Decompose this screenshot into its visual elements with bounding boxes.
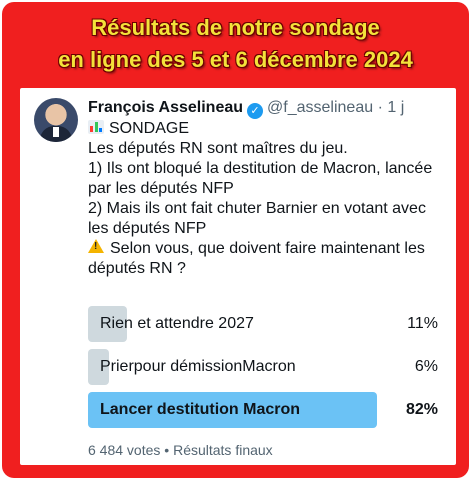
tweet-line-sondage: SONDAGE (88, 119, 448, 139)
poll-bar (88, 349, 110, 385)
poll-bar (88, 306, 127, 342)
poll-footer: 6 484 votes • Résultats finaux (88, 442, 273, 458)
avatar-collar (53, 127, 59, 137)
tweet-time[interactable]: 1 j (387, 99, 405, 116)
tweet-line-2: 1) Ils ont bloqué la destitution de Macr… (88, 160, 433, 197)
tweet-card: François Asselineau ✓ @f_asselineau · 1 j … (20, 88, 456, 465)
banner-line-2: en ligne des 5 et 6 décembre 2024 (58, 47, 413, 72)
avatar[interactable] (34, 98, 78, 142)
poll-footer-dot: • (164, 442, 170, 458)
author-handle[interactable]: @f_asselineau (267, 99, 374, 116)
warning-icon: ! (88, 239, 104, 253)
poll-option-label: Prierpour démissionMacron (100, 358, 296, 375)
poll: Rien et attendre 2027 11% Prierpour démi… (88, 306, 440, 435)
poll-option-label: Rien et attendre 2027 (100, 315, 254, 332)
bar-chart-icon (88, 120, 104, 134)
poll-option: Prierpour démissionMacron 6% (88, 349, 440, 385)
tweet-line-1: Les députés RN sont maîtres du jeu. (88, 140, 348, 157)
poll-option-percent: 6% (414, 358, 438, 375)
poll-votes: 6 484 votes (88, 442, 161, 458)
poll-option-label: Lancer destitution Macron (100, 401, 301, 418)
banner-title: Résultats de notre sondage en ligne des … (2, 12, 469, 76)
tweet-line-3: 2) Mais ils ont fait chuter Barnier en v… (88, 200, 426, 237)
poll-status: Résultats finaux (173, 442, 273, 458)
banner-line-1: Résultats de notre sondage (91, 15, 380, 40)
poll-bar-winner (88, 392, 377, 428)
author-name[interactable]: François Asselineau (88, 99, 244, 116)
red-frame: Résultats de notre sondage en ligne des … (2, 2, 469, 478)
poll-option-percent: 82% (405, 401, 438, 418)
header-separator: · (377, 99, 383, 116)
poll-option-percent: 11% (407, 315, 438, 332)
poll-option-winner: Lancer destitution Macron 82% (88, 392, 440, 428)
verified-badge-icon: ✓ (247, 103, 264, 119)
tweet-line-question: ! Selon vous, que doivent faire maintenan… (88, 239, 425, 277)
tweet-header: François Asselineau ✓ @f_asselineau · 1 j (88, 98, 404, 119)
poll-option: Rien et attendre 2027 11% (88, 306, 440, 342)
tweet-text: SONDAGE Les députés RN sont maîtres du j… (88, 119, 448, 279)
